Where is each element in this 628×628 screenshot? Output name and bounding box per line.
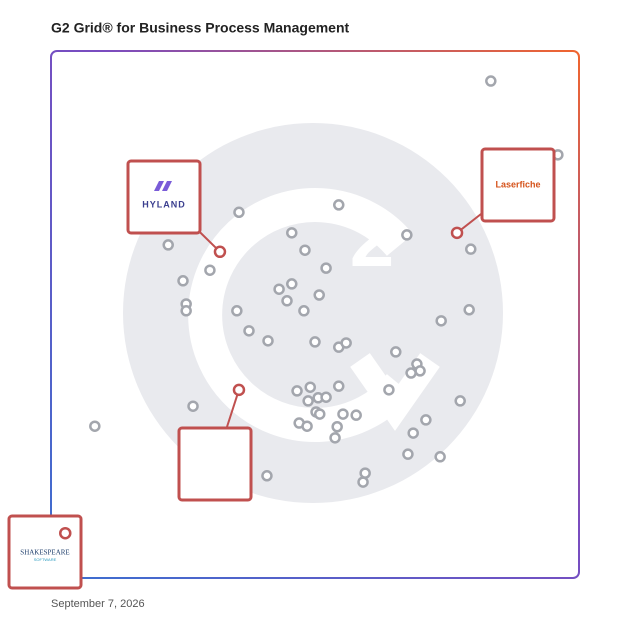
product-dot: [162, 239, 174, 251]
product-dot: [485, 75, 497, 87]
callout-connector: [225, 389, 240, 429]
product-dot: [463, 304, 475, 316]
background-logo: 2: [123, 123, 503, 503]
product-dot: [231, 305, 243, 317]
logo-text: SHAKESPEARE: [20, 549, 69, 557]
product-dot: [402, 448, 414, 460]
product-dot: [350, 409, 362, 421]
product-dot: [407, 427, 419, 439]
product-dot: [243, 325, 255, 337]
product-dot: [187, 400, 199, 412]
product-dot: [262, 335, 274, 347]
product-dot: [314, 408, 326, 420]
product-dot: [337, 408, 349, 420]
product-dot: [333, 380, 345, 392]
product-dot: [301, 420, 313, 432]
product-dot: [329, 432, 341, 444]
product-dot: [273, 283, 285, 295]
product-dot: [359, 467, 371, 479]
product-dot: [333, 199, 345, 211]
highlighted-dot: [232, 383, 246, 397]
highlighted-dot: [213, 245, 227, 259]
callout-box: [480, 147, 556, 223]
product-dot: [286, 278, 298, 290]
callout-box: [177, 426, 253, 502]
highlighted-dot: [59, 526, 72, 540]
product-dot: [465, 243, 477, 255]
logo-text: Laserfiche: [495, 179, 540, 189]
product-dot: [454, 395, 466, 407]
product-dot: [435, 315, 447, 327]
product-dot: [281, 295, 293, 307]
logo-text: HYLAND: [142, 199, 186, 209]
product-dot: [405, 367, 417, 379]
logo-subtext: SOFTWARE: [34, 557, 57, 562]
product-dot: [309, 336, 321, 348]
product-dot: [320, 391, 332, 403]
product-dot: [177, 275, 189, 287]
product-dot: [304, 381, 316, 393]
product-dot: [401, 229, 413, 241]
highlighted-dot: [450, 226, 464, 240]
product-dot: [89, 420, 101, 432]
svg-text:2: 2: [350, 194, 395, 283]
product-dot: [434, 451, 446, 463]
product-dot: [331, 421, 343, 433]
product-dot: [383, 384, 395, 396]
product-dot: [299, 244, 311, 256]
product-dot: [302, 395, 314, 407]
product-dot: [414, 365, 426, 377]
product-dot: [298, 305, 310, 317]
product-dot: [291, 385, 303, 397]
product-dot: [180, 305, 192, 317]
product-dot: [420, 414, 432, 426]
title: G2 Grid® for Business Process Management: [51, 20, 350, 36]
product-dot: [340, 337, 352, 349]
product-dot: [204, 264, 216, 276]
callout-box: [126, 159, 202, 235]
logo-icon: [154, 181, 172, 191]
product-dot: [286, 227, 298, 239]
product-dot: [233, 206, 245, 219]
product-dot: [313, 289, 325, 301]
product-dot: [390, 346, 402, 358]
product-dot: [261, 470, 273, 482]
date: September 7, 2026: [51, 598, 145, 610]
product-dot: [320, 262, 332, 274]
product-dot: [357, 476, 369, 488]
